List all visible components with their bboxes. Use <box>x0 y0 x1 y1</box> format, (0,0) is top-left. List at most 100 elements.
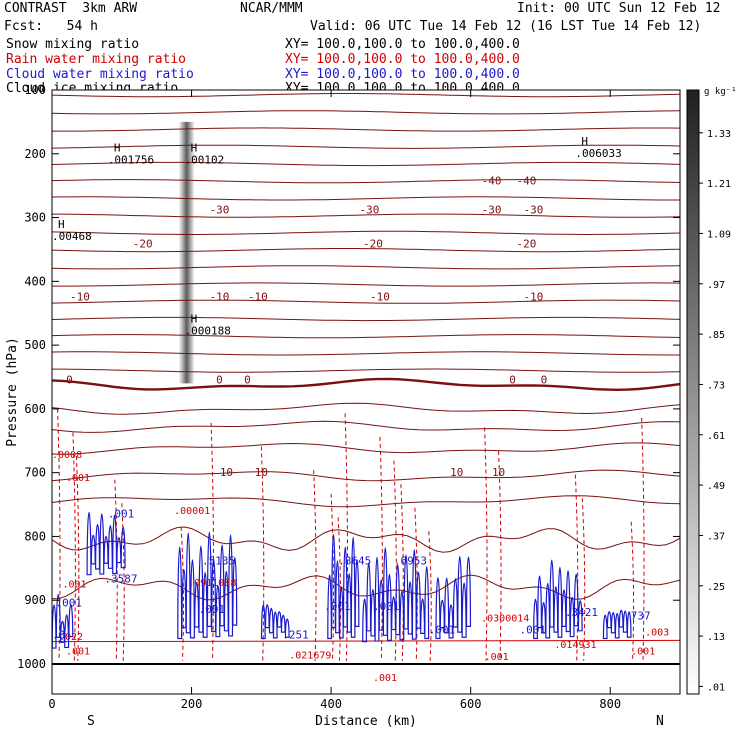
y-tick-label: 100 <box>24 83 46 97</box>
cloud-water-contour <box>198 545 204 633</box>
snow-max-label: .006033 <box>575 147 621 160</box>
colorbar-tick-label: .13 <box>707 632 725 643</box>
isotherm-label: -10 <box>70 290 90 303</box>
isotherm-label: 10 <box>492 466 505 479</box>
cloud-water-contour <box>362 598 368 643</box>
cloud-water-contour <box>448 604 454 639</box>
isotherm-line <box>51 402 681 415</box>
cloud-water-contour <box>399 590 405 641</box>
isotherm-label: -10 <box>370 290 390 303</box>
isotherm-line <box>51 144 681 149</box>
rain-label: .001 <box>485 652 509 663</box>
colorbar-unit: g kg⁻¹ <box>704 87 737 97</box>
snow-max-marker: H <box>191 312 198 325</box>
isotherm-line <box>51 196 680 201</box>
cloud-water-contour <box>614 613 620 639</box>
x-tick-label: 800 <box>599 697 621 711</box>
rain-contour <box>313 470 317 661</box>
cloud-water-contour <box>120 526 126 569</box>
cloud-water-contour <box>185 532 191 634</box>
isotherm-line <box>52 368 681 373</box>
rain-label: .014931 <box>554 640 596 651</box>
isotherm-label: 0 <box>541 373 548 386</box>
rain-contour <box>379 436 383 661</box>
cloud-water-label: .001 <box>373 600 400 613</box>
colorbar-tick-label: .73 <box>707 380 725 391</box>
direction-label-south: S <box>87 714 95 729</box>
cloud-water-label: .001 <box>520 623 547 636</box>
cloud-water-label: .3421 <box>565 606 598 619</box>
colorbar-tick-label: .37 <box>707 531 725 542</box>
snow-max-label: .000188 <box>185 324 231 337</box>
rain-label: .003 <box>645 627 669 638</box>
cloud-water-contour <box>215 584 221 638</box>
cloud-water-label: .001 <box>429 623 456 636</box>
y-tick-label: 1000 <box>17 657 46 671</box>
isotherm-line <box>51 495 681 508</box>
isotherm-line <box>52 213 681 218</box>
rain-label: .001 <box>66 473 90 484</box>
cloud-water-contour <box>338 587 344 639</box>
colorbar-tick-label: 1.33 <box>707 129 731 140</box>
isotherm-line <box>51 442 681 455</box>
cloud-water-contour <box>68 603 74 638</box>
rain-contour <box>121 503 125 661</box>
rain-label: .0911088 <box>188 578 236 589</box>
isotherm-label: -20 <box>133 238 153 251</box>
cloud-water-label: .001 <box>108 507 135 520</box>
colorbar-tick-label: .01 <box>707 682 725 693</box>
x-tick-label: 200 <box>181 697 203 711</box>
rain-contour <box>75 456 80 661</box>
org-label: NCAR/MMM <box>240 1 303 16</box>
isotherm-line <box>52 127 681 132</box>
isotherm-label: -30 <box>482 204 502 217</box>
rain-contour <box>260 446 265 661</box>
cloud-water-contour <box>424 566 430 640</box>
cloud-water-contour <box>457 556 463 633</box>
cloud-water-contour <box>577 600 583 632</box>
cloud-water-contour <box>395 564 401 636</box>
isotherm-label: 0 <box>66 373 73 386</box>
field-label-rain: Rain water mixing ratio <box>6 52 187 67</box>
isotherm-label: 10 <box>255 466 268 479</box>
colorbar-tick-label: .25 <box>707 582 725 593</box>
cloud-water-label: .6953 <box>394 555 427 568</box>
cloud-water-contour <box>444 577 450 634</box>
x-axis-title: Distance (km) <box>315 714 417 729</box>
isotherm-line <box>51 230 681 236</box>
field-label-snow: Snow mixing ratio <box>6 37 140 52</box>
rain-contour <box>180 526 185 661</box>
cloud-water-label: .8645 <box>338 555 371 568</box>
isotherm-line <box>51 469 681 482</box>
rain-contour <box>414 507 418 661</box>
plot-frame <box>51 89 681 695</box>
cloud-water-contour <box>415 572 421 629</box>
isotherm-line <box>51 93 681 98</box>
cloud-water-contour <box>403 554 409 630</box>
isotherm-line <box>51 265 681 270</box>
isotherm-label: -10 <box>524 290 544 303</box>
isotherm-label: -40 <box>517 174 537 187</box>
cloud-water-label: .5135 <box>202 555 235 568</box>
rain-label: .001 <box>631 646 655 657</box>
cloud-water-contour <box>272 611 278 639</box>
cloud-water-contour <box>284 618 290 638</box>
isotherm-line <box>51 574 681 601</box>
y-tick-label: 300 <box>24 211 46 225</box>
cloud-water-contour <box>211 558 217 633</box>
isotherm-label: -10 <box>248 290 268 303</box>
isotherm-label: 0 <box>216 373 223 386</box>
rain-contour <box>72 432 76 661</box>
rain-contour <box>114 479 118 661</box>
y-tick-label: 200 <box>24 147 46 161</box>
isotherm-line <box>51 420 681 433</box>
cloud-water-contour <box>232 557 238 626</box>
rain-contour <box>337 517 342 661</box>
rain-contour <box>574 474 579 661</box>
y-tick-label: 600 <box>24 402 46 416</box>
cloud-water-contour <box>260 604 266 640</box>
rain-label: .0300014 <box>481 613 529 624</box>
isotherm-line <box>52 282 681 287</box>
forecast-hour: Fcst: 54 h <box>4 19 98 34</box>
rain-label: .021679 <box>289 650 331 661</box>
